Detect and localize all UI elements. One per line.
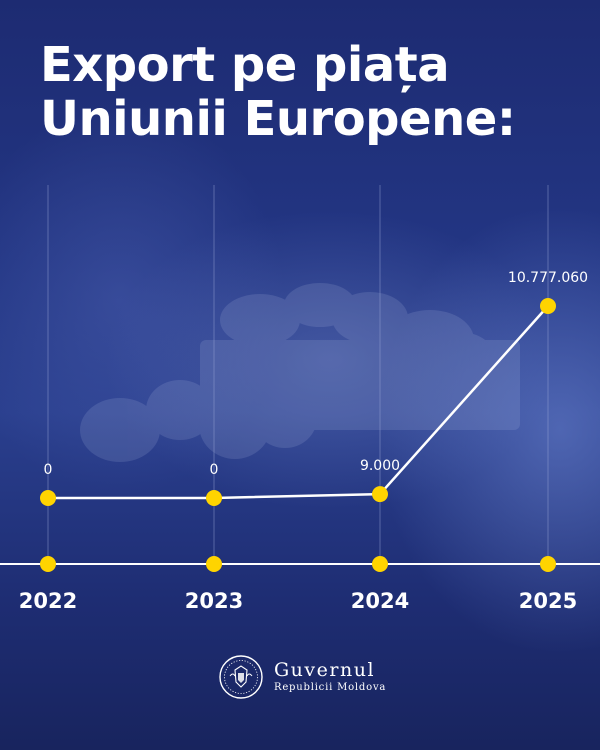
series-line bbox=[48, 305, 549, 500]
tick-label-2023: 2023 bbox=[185, 589, 243, 613]
axis-marker-2025 bbox=[540, 556, 556, 572]
produce-crate-image bbox=[80, 283, 520, 462]
data-point-2024 bbox=[372, 486, 388, 503]
title-line-2: Uniunii Europene: bbox=[40, 91, 516, 147]
page-title: Export pe piața Uniunii Europene: bbox=[40, 38, 516, 146]
tick-label-2025: 2025 bbox=[519, 589, 577, 613]
org-subtitle: Republicii Moldova bbox=[274, 682, 387, 693]
org-wordmark: Guvernul Republicii Moldova bbox=[274, 659, 386, 695]
tick-label-2024: 2024 bbox=[351, 589, 409, 613]
data-labels: 0 0 9.000 10.777.060 bbox=[44, 270, 589, 478]
axis-marker-2022 bbox=[40, 556, 56, 572]
org-name: Guvernul bbox=[274, 659, 376, 681]
data-point-2025 bbox=[540, 298, 556, 314]
axis-markers bbox=[40, 556, 556, 572]
footer-logo: Guvernul Republicii Moldova bbox=[218, 652, 386, 702]
data-points bbox=[40, 298, 556, 506]
tick-label-2022: 2022 bbox=[19, 589, 77, 613]
x-tick-labels: 2022 2023 2024 2025 bbox=[19, 589, 577, 613]
data-label-2025: 10.777.060 bbox=[508, 270, 588, 286]
data-label-2024: 9.000 bbox=[360, 458, 400, 474]
axis-marker-2023 bbox=[206, 556, 222, 572]
title-line-1: Export pe piața bbox=[40, 37, 450, 93]
data-point-2022 bbox=[40, 490, 56, 506]
data-label-2022: 0 bbox=[44, 462, 53, 478]
data-label-2023: 0 bbox=[210, 462, 219, 478]
axis-marker-2024 bbox=[372, 556, 388, 572]
data-point-2023 bbox=[206, 490, 222, 506]
coat-of-arms-seal-icon bbox=[219, 655, 263, 699]
